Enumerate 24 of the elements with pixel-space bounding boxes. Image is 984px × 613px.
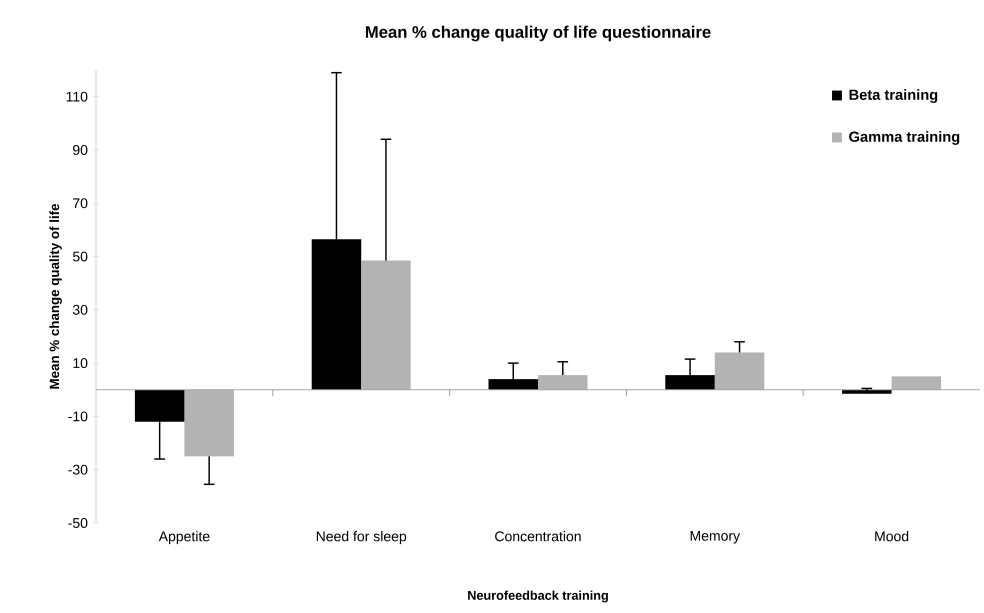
y-tick-label: -10: [68, 411, 88, 422]
bar: [892, 376, 942, 390]
x-tick-label: Memory: [690, 531, 740, 544]
bar: [538, 375, 588, 390]
y-tick-label: 30: [72, 304, 88, 315]
y-tick-label: 90: [73, 144, 88, 155]
x-axis-title: Neurofeedback training: [468, 590, 608, 602]
y-axis-title: Mean % change quality of life: [49, 204, 62, 389]
x-tick-label: Appetite: [158, 531, 210, 544]
legend-label: Beta training: [850, 89, 938, 103]
x-tick-label: Concentration: [495, 531, 581, 542]
y-tick-label: -50: [68, 518, 88, 528]
x-tick-label: Mood: [875, 531, 908, 542]
bar: [714, 352, 764, 390]
x-tick-label: Need for sleep: [316, 531, 406, 544]
bar: [361, 260, 411, 390]
y-tick-label: -30: [68, 464, 88, 475]
y-tick-label: 70: [73, 198, 88, 208]
y-tick-label: 50: [72, 252, 88, 262]
bar: [184, 390, 234, 456]
legend-label: Gamma training: [849, 131, 960, 145]
y-tick-label: 110: [66, 92, 88, 102]
y-tick-label: 10: [73, 358, 88, 368]
chart-title: Mean % change quality of life questionnaire: [366, 26, 711, 42]
